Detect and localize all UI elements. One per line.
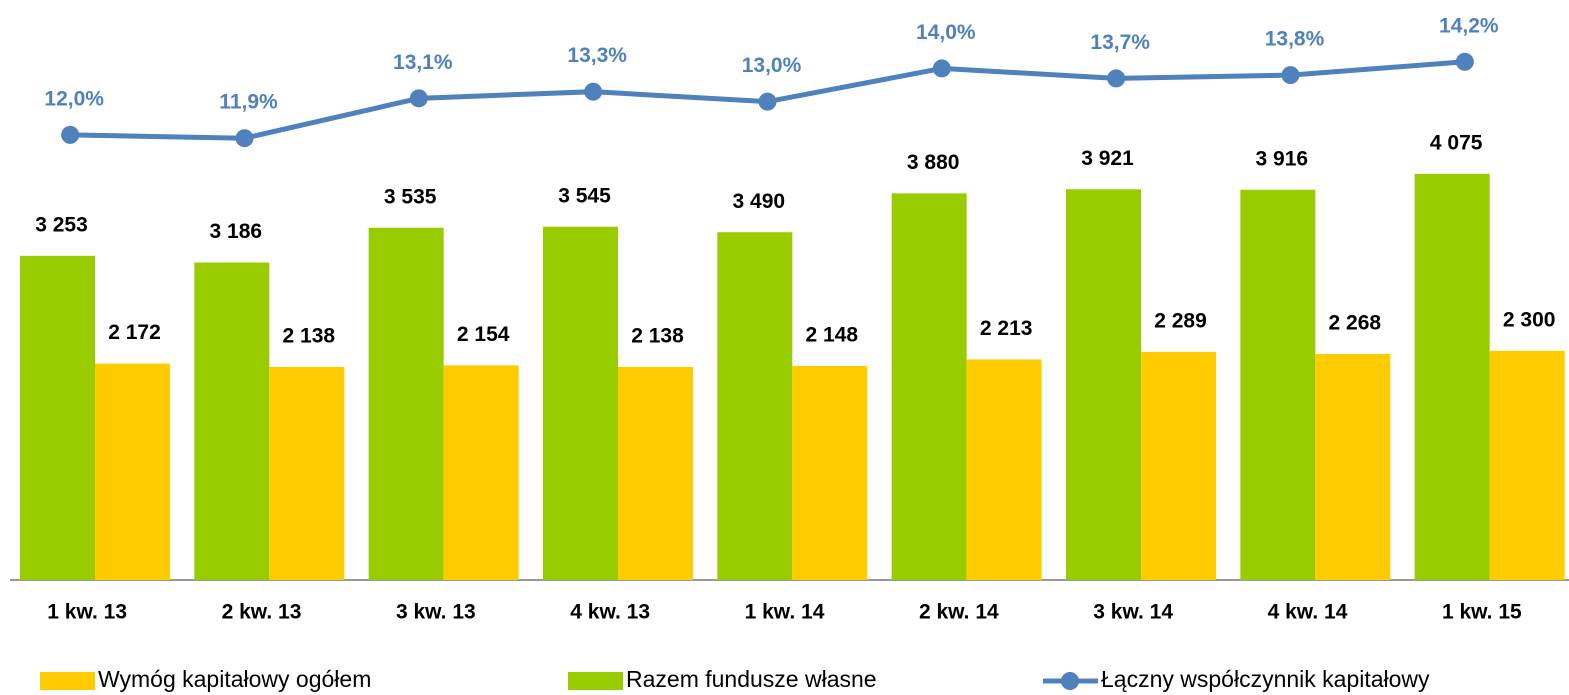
line-marker [61,125,80,144]
line-marker [409,89,428,108]
data-label: 2 213 [980,317,1033,340]
data-label: 3 916 [1256,147,1309,170]
data-label: 11,9% [219,91,278,114]
bar [20,255,95,581]
bar [443,365,519,580]
line-marker [758,92,777,111]
x-tick-label: 1 kw. 14 [745,601,825,624]
bar [194,262,270,580]
line-marker [1107,69,1126,88]
data-label: 3 490 [733,190,786,213]
data-label: 3 535 [384,185,437,208]
data-label: 2 138 [631,324,684,347]
data-label: 2 300 [1503,308,1556,331]
x-tick-label: 4 kw. 14 [1268,601,1348,624]
bar [891,193,967,580]
bar [1489,350,1565,580]
data-label: 13,0% [742,54,802,77]
line-marker [932,59,951,78]
x-tick-label: 4 kw. 13 [570,601,650,624]
bar [1141,351,1216,580]
legend-label: Łączny współczynnik kapitałowy [1101,666,1430,692]
x-tick-label: 1 kw. 13 [47,601,127,624]
bar [792,365,868,580]
data-label: 13,7% [1090,31,1150,54]
bar [1240,189,1316,580]
data-label: 13,1% [393,51,453,74]
data-label: 2 148 [806,323,859,346]
legend-swatch [40,672,95,690]
data-label: 3 186 [210,220,263,243]
data-label: 14,2% [1439,14,1499,37]
bar [1414,173,1490,581]
data-label: 12,0% [44,87,104,110]
x-tick-label: 3 kw. 14 [1093,601,1173,624]
bar [1315,353,1391,580]
bar [543,226,618,580]
data-label: 2 154 [457,323,510,346]
line-marker [1281,66,1300,85]
data-label: 3 253 [35,213,88,236]
data-label: 3 921 [1081,147,1134,170]
data-label: 13,8% [1265,28,1325,51]
data-label: 2 172 [108,321,161,344]
line-marker [584,82,603,101]
bar [618,366,693,580]
x-tick-label: 1 kw. 15 [1442,601,1522,624]
legend-label: Wymóg kapitałowy ogółem [98,666,371,692]
line-marker [1455,52,1474,71]
line-marker [235,129,254,148]
x-tick-label: 2 kw. 13 [222,601,302,624]
bar [269,366,345,580]
x-tick-label: 3 kw. 13 [396,601,476,624]
bar [368,227,444,580]
legend-swatch [568,672,623,690]
data-label: 2 268 [1329,312,1382,335]
data-label: 14,0% [916,21,976,44]
data-label: 3 545 [558,184,611,207]
data-label: 3 880 [907,151,960,174]
bar [717,232,793,581]
bar [95,363,170,580]
bar [1066,189,1141,580]
data-label: 2 138 [283,324,336,347]
data-label: 2 289 [1154,309,1207,332]
data-label: 4 075 [1430,131,1483,154]
bar [966,359,1042,580]
legend-marker [1061,672,1079,690]
x-tick-label: 2 kw. 14 [919,601,999,624]
legend-label: Razem fundusze własne [626,666,877,692]
data-label: 13,3% [567,44,627,67]
